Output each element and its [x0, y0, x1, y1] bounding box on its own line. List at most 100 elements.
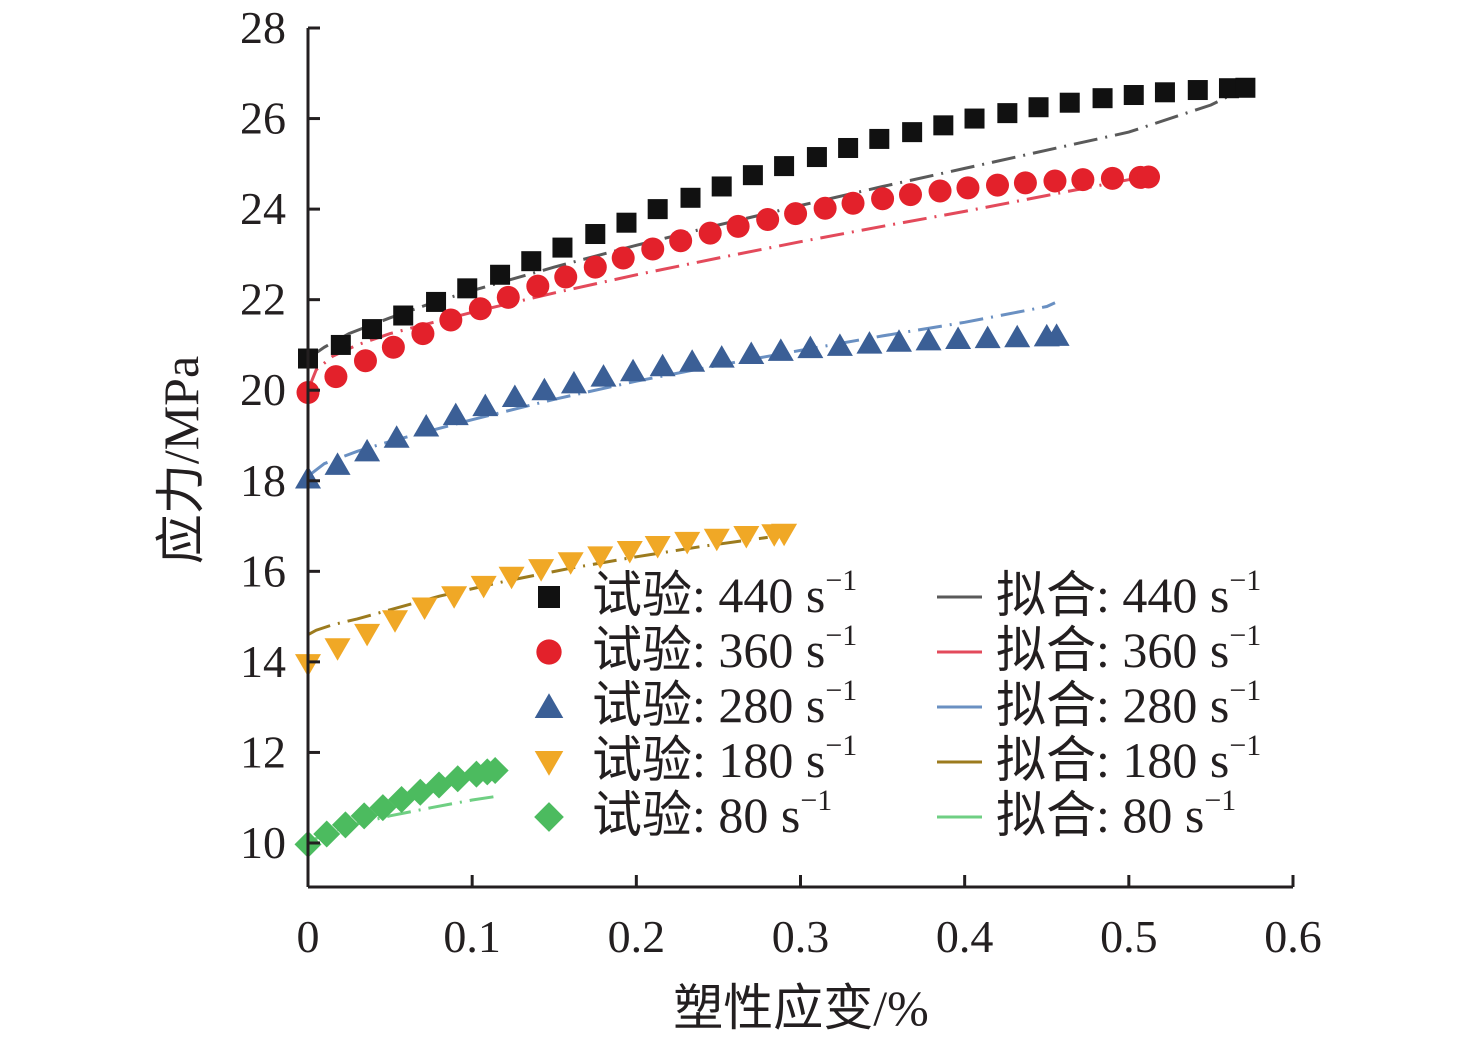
data-point: [915, 327, 942, 351]
data-point: [442, 402, 469, 426]
data-point: [383, 425, 410, 448]
data-point: [1043, 169, 1067, 193]
legend-label-superscript: −1: [825, 674, 857, 707]
legend-marker: [538, 586, 560, 608]
data-point: [838, 137, 859, 158]
legend: 试验: 440 s−1试验: 360 s−1试验: 280 s−1试验: 180…: [534, 564, 1261, 843]
x-tick-label: 0.1: [443, 911, 501, 962]
data-point: [945, 326, 972, 350]
legend-marker: [534, 802, 564, 832]
data-point: [411, 322, 435, 346]
data-point: [1043, 323, 1070, 346]
legend-label-superscript: −1: [1229, 564, 1261, 597]
legend-label-superscript: −1: [825, 729, 857, 762]
data-point: [620, 358, 647, 382]
legend-label: 拟合: 180 s−1: [996, 729, 1261, 788]
data-point: [501, 384, 528, 408]
data-point: [742, 165, 763, 186]
data-point: [956, 176, 980, 200]
y-tick-label: 10: [240, 817, 286, 868]
data-point: [439, 308, 463, 332]
data-point: [856, 331, 883, 354]
fit-line: [307, 535, 768, 637]
data-point: [726, 214, 750, 238]
legend-label-superscript: −1: [1229, 619, 1261, 652]
data-point: [413, 413, 440, 437]
data-point: [554, 265, 578, 289]
x-tick-label: 0.2: [608, 911, 666, 962]
data-point: [324, 365, 348, 389]
data-point: [381, 335, 405, 359]
x-axis-title: 塑性应变/%: [673, 980, 929, 1036]
y-tick-label: 20: [240, 364, 286, 415]
data-point: [869, 128, 890, 149]
data-point: [382, 610, 409, 633]
data-point: [526, 274, 550, 298]
y-axis-title: 应力/MPa: [153, 356, 209, 564]
legend-label-superscript: −1: [1229, 674, 1261, 707]
x-ticks: 0 0.1 0.2 0.3 0.4 0.5 0.6: [297, 875, 1322, 962]
data-point: [331, 811, 359, 839]
data-point: [771, 523, 798, 547]
data-point: [616, 540, 643, 564]
legend-marker: [536, 639, 562, 665]
data-point: [560, 370, 587, 394]
data-point: [1187, 80, 1208, 101]
x-tick-label: 0.3: [772, 911, 830, 962]
data-point: [587, 546, 614, 569]
data-point: [354, 623, 381, 647]
data-point: [1154, 82, 1175, 103]
data-point: [616, 212, 637, 233]
data-point: [1123, 85, 1144, 106]
data-point: [468, 297, 492, 321]
data-point: [986, 173, 1009, 197]
legend-label-superscript: −1: [825, 564, 857, 597]
x-tick-label: 0.4: [936, 911, 994, 962]
data-point: [557, 552, 584, 575]
data-point: [698, 221, 722, 245]
x-tick-label: 0: [297, 911, 320, 962]
data-point: [886, 329, 912, 352]
data-point: [733, 526, 760, 549]
data-point: [841, 191, 865, 215]
data-point: [964, 108, 985, 129]
data-point: [784, 202, 808, 226]
data-point: [767, 338, 794, 361]
data-point: [528, 559, 555, 582]
data-point: [806, 147, 827, 168]
data-point: [774, 156, 795, 177]
x-tick-label: 0.5: [1100, 911, 1158, 962]
data-point: [354, 438, 381, 462]
data-point: [933, 115, 954, 136]
x-tick-label: 0.6: [1264, 911, 1322, 962]
data-point: [611, 246, 635, 270]
legend-label: 拟合: 360 s−1: [996, 619, 1261, 678]
y-tick-label: 26: [240, 93, 286, 144]
data-point: [353, 349, 377, 373]
data-point: [472, 393, 499, 417]
data-point: [797, 335, 824, 359]
legend-label-superscript: −1: [1204, 784, 1236, 817]
data-point: [738, 341, 765, 364]
data-point: [457, 278, 478, 299]
data-point: [647, 199, 668, 220]
data-point: [641, 237, 665, 261]
legend-label-superscript: −1: [800, 784, 832, 817]
data-point: [649, 353, 676, 377]
legend-label: 试验: 280 s−1: [592, 674, 857, 733]
data-point: [1137, 165, 1161, 189]
y-tick-label: 28: [240, 2, 286, 53]
data-point: [490, 264, 511, 285]
data-point: [585, 224, 606, 245]
data-point: [1218, 78, 1239, 99]
y-ticks: 10 12 14 16 18 20 22 24 26 28: [240, 2, 320, 868]
data-point: [1028, 97, 1049, 118]
data-point: [1071, 168, 1095, 192]
data-point: [679, 349, 706, 372]
data-point: [997, 103, 1018, 124]
data-point: [481, 757, 509, 785]
data-point: [470, 575, 497, 599]
data-point: [330, 334, 351, 355]
data-point: [393, 305, 414, 326]
